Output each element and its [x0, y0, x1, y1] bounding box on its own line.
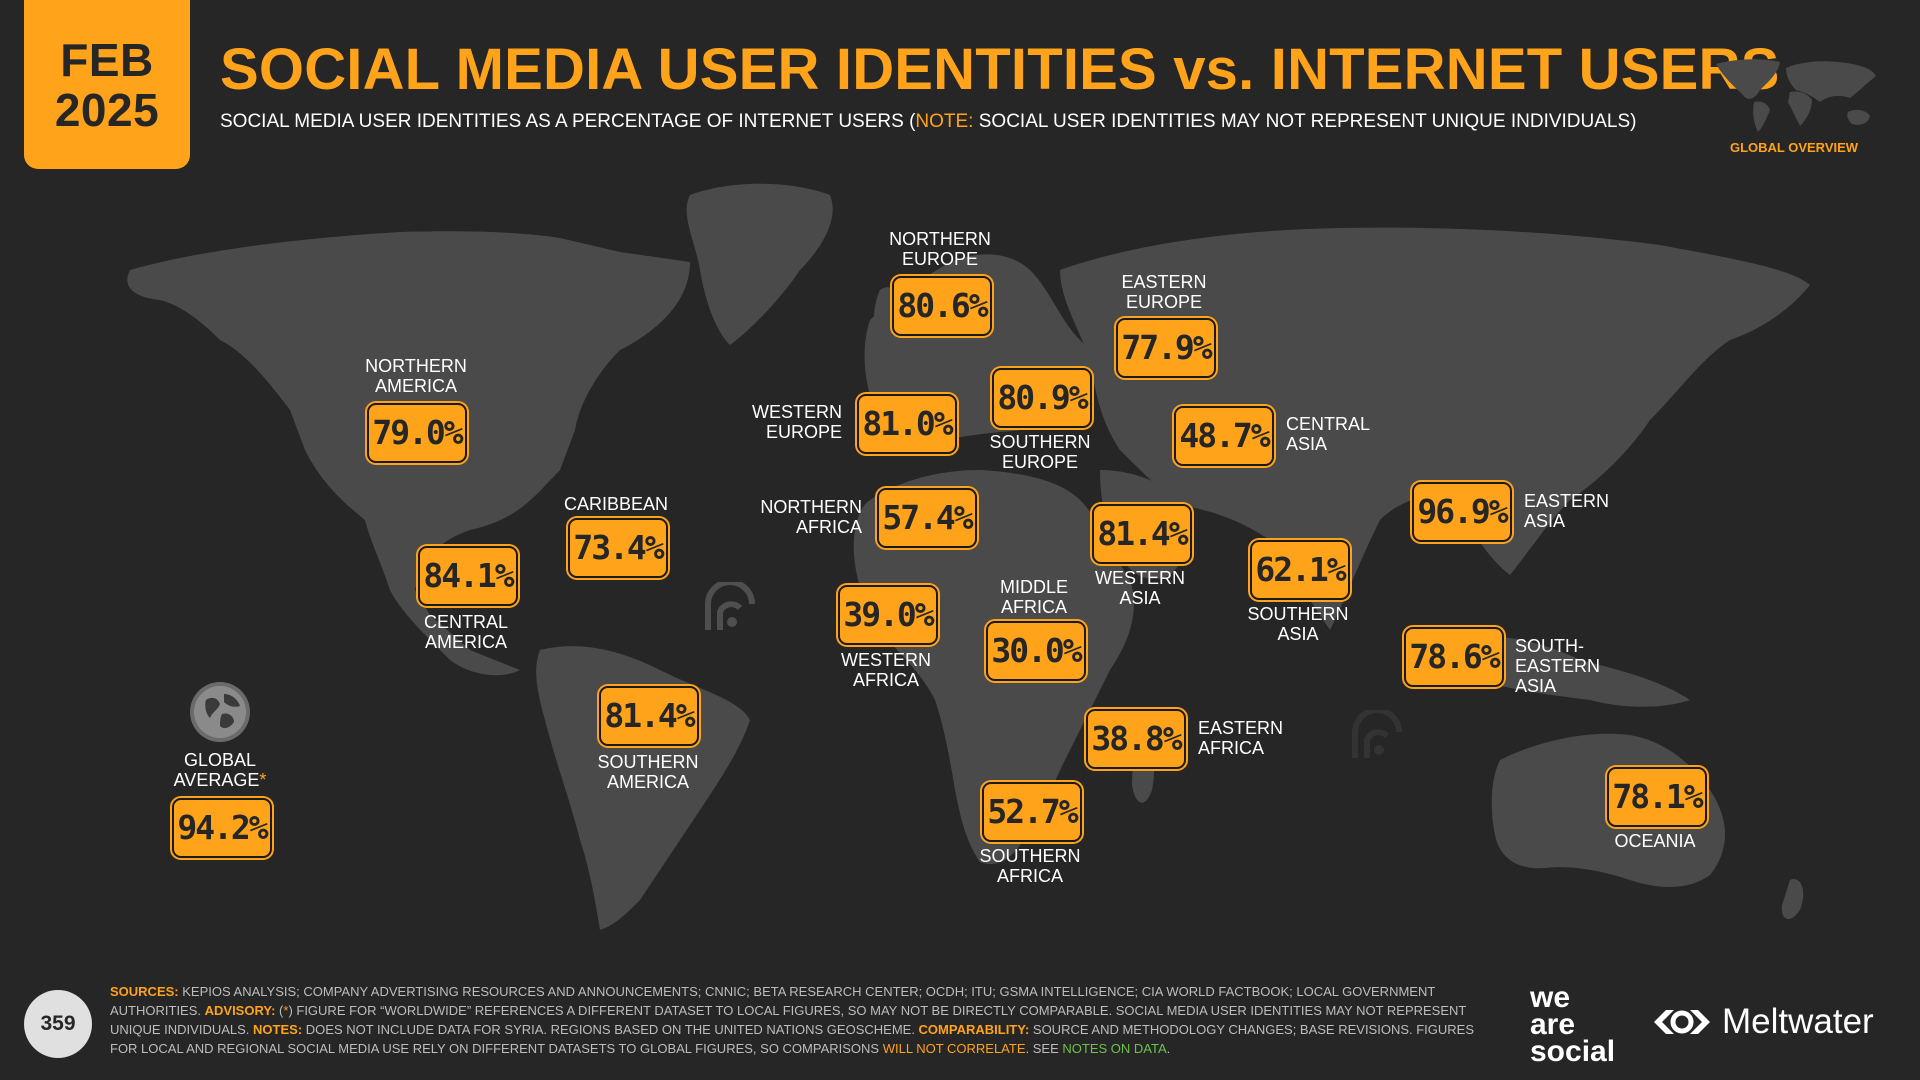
label-southern-america: SOUTHERN AMERICA	[597, 752, 699, 792]
continent-se-asia-islands	[1447, 636, 1690, 707]
value-caribbean: 73.4%	[568, 518, 668, 578]
label-oceania: OCEANIA	[1614, 831, 1696, 851]
label-central-asia: CENTRAL ASIA	[1286, 414, 1371, 454]
date-year: 2025	[54, 83, 160, 136]
label-southern-europe: SOUTHERN EUROPE	[989, 432, 1091, 472]
footnotes: SOURCES: KEPIOS ANALYSIS; COMPANY ADVERT…	[110, 984, 1475, 1056]
value-oceania: 78.1%	[1607, 767, 1707, 827]
continent-japan	[1574, 356, 1611, 440]
value-western-africa: 39.0%	[838, 585, 938, 645]
value-central-asia: 48.7%	[1174, 406, 1274, 466]
label-western-europe: WESTERN EUROPE	[752, 402, 842, 442]
value-northern-america: 79.0%	[367, 403, 467, 463]
label-caribbean: CARIBBEAN	[563, 494, 669, 514]
meltwater-logo: Meltwater	[1650, 1002, 1874, 1042]
label-western-africa: WESTERN AFRICA	[841, 650, 931, 690]
label-global-average: GLOBAL AVERAGE*	[173, 750, 267, 790]
label-middle-africa: MIDDLE AFRICA	[999, 577, 1068, 617]
notes-on-data-link[interactable]: NOTES ON DATA	[1062, 1041, 1167, 1056]
value-global-average: 94.2%	[172, 798, 272, 858]
page-title: SOCIAL MEDIA USER IDENTITIES vs. INTERNE…	[220, 37, 1780, 102]
value-southern-africa: 52.7%	[982, 782, 1082, 842]
page-subtitle: SOCIAL MEDIA USER IDENTITIES AS A PERCEN…	[220, 111, 1636, 133]
value-northern-europe: 80.6%	[892, 276, 992, 336]
continent-greenland	[686, 183, 833, 345]
label-northern-america: NORTHERN AMERICA	[365, 356, 467, 396]
data-watermark-icon	[1352, 710, 1402, 758]
continent-new-zealand	[1781, 879, 1804, 920]
value-eastern-africa: 38.8%	[1086, 709, 1186, 769]
label-south-eastern-asia: SOUTH-EASTERN ASIA	[1515, 636, 1601, 696]
subtitle-note-text: SOCIAL USER IDENTITIES MAY NOT REPRESENT…	[973, 111, 1637, 132]
meltwater-wordmark: Meltwater	[1722, 1002, 1874, 1041]
meltwater-logo-icon	[1654, 1010, 1710, 1034]
value-southern-america: 81.4%	[599, 686, 699, 746]
global-overview-label: GLOBAL OVERVIEW	[1729, 140, 1859, 155]
value-eastern-asia: 96.9%	[1412, 482, 1512, 542]
we-are-social-logo: we are social	[1530, 981, 1616, 1068]
value-south-eastern-asia: 78.6%	[1404, 627, 1504, 687]
will-not-correlate-link[interactable]: WILL NOT CORRELATE	[882, 1041, 1026, 1056]
value-eastern-europe: 77.9%	[1116, 318, 1216, 378]
value-southern-europe: 80.9%	[992, 368, 1092, 428]
value-western-asia: 81.4%	[1092, 504, 1192, 564]
label-eastern-asia: EASTERN ASIA	[1524, 491, 1610, 531]
globe-icon	[190, 682, 250, 742]
subtitle-note-key: NOTE:	[915, 111, 974, 132]
value-northern-africa: 57.4%	[877, 488, 977, 548]
date-badge: FEB 2025	[24, 0, 190, 169]
continent-asia	[1060, 227, 1810, 630]
value-western-europe: 81.0%	[857, 394, 957, 454]
label-southern-asia: SOUTHERN ASIA	[1247, 604, 1349, 644]
label-southern-africa: SOUTHERN AFRICA	[979, 846, 1081, 886]
data-watermark-icon	[705, 582, 755, 630]
label-northern-africa: NORTHERN AFRICA	[760, 497, 862, 537]
subtitle-main: SOCIAL MEDIA USER IDENTITIES AS A PERCEN…	[220, 111, 916, 132]
date-month: FEB	[60, 33, 154, 86]
mini-world-map-icon	[1716, 59, 1876, 132]
value-central-america: 84.1%	[418, 546, 518, 606]
label-eastern-africa: EASTERN AFRICA	[1198, 718, 1284, 758]
label-eastern-europe: EASTERN EUROPE	[1121, 272, 1207, 312]
value-middle-africa: 30.0%	[986, 621, 1086, 681]
page-number: 359	[24, 990, 92, 1058]
label-central-america: CENTRAL AMERICA	[423, 612, 508, 652]
label-western-asia: WESTERN ASIA	[1095, 568, 1185, 608]
label-northern-europe: NORTHERN EUROPE	[889, 229, 991, 269]
value-southern-asia: 62.1%	[1250, 540, 1350, 600]
